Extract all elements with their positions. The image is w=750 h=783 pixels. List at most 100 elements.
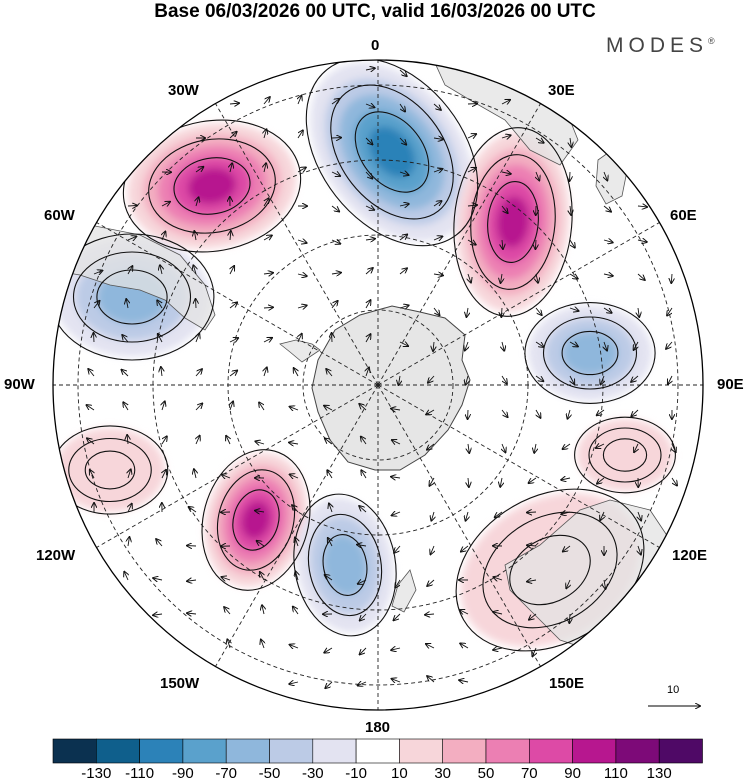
colorbar-tick-label: -10 — [345, 765, 367, 782]
streamlines — [53, 60, 676, 652]
wind-vector — [153, 614, 163, 615]
brand-text: MODES — [606, 34, 709, 57]
new-zealand-land — [391, 569, 417, 613]
wind-vector — [162, 401, 165, 411]
wind-vector — [460, 610, 469, 614]
positive-anomaly-105e — [577, 419, 673, 491]
meridian-line — [212, 384, 379, 672]
colorbar-tick-label: 30 — [434, 765, 452, 782]
wind-vector — [365, 268, 373, 275]
latitude-circle — [302, 309, 454, 461]
meridian-line — [91, 384, 379, 551]
wind-vector — [468, 443, 469, 453]
streamline — [602, 438, 648, 472]
lon-label-60e: 60E — [670, 207, 697, 224]
wind-vector — [93, 301, 99, 309]
wind-vector — [395, 579, 400, 588]
wind-vector — [570, 375, 574, 384]
wind-vector — [502, 239, 503, 249]
wind-vector — [399, 137, 406, 145]
wind-vector — [535, 307, 542, 315]
wind-vector — [631, 409, 639, 416]
wind-vector — [394, 545, 401, 553]
wind-vector — [634, 341, 638, 350]
meridian-line — [377, 98, 544, 386]
wind-vector — [156, 539, 163, 547]
streamline — [470, 154, 556, 290]
wind-vector — [162, 436, 167, 445]
wind-vector — [93, 333, 94, 343]
wind-vector — [433, 341, 434, 351]
wind-vector — [359, 404, 367, 411]
anomaly-field — [54, 62, 673, 648]
wind-vector — [361, 437, 367, 445]
streamline — [201, 449, 311, 591]
wind-vector — [194, 231, 196, 241]
wind-vector — [263, 307, 273, 308]
wind-vector — [637, 206, 647, 207]
wind-vector — [570, 137, 571, 147]
wind-vector — [229, 338, 238, 342]
wind-vector — [569, 342, 578, 346]
wind-vector — [196, 436, 200, 445]
wind-vector — [433, 307, 439, 315]
wind-vector — [297, 305, 307, 308]
wind-vector — [394, 613, 401, 620]
lon-label-150w: 150W — [160, 675, 200, 692]
colorbar-swatch — [442, 738, 487, 764]
wind-vector — [325, 439, 333, 445]
wind-vector — [426, 410, 435, 415]
wind-vector — [357, 545, 367, 546]
wind-vector — [187, 613, 197, 614]
wind-vector — [187, 580, 197, 581]
wind-vector — [366, 368, 369, 377]
wind-vector — [230, 402, 233, 411]
wind-vector — [430, 545, 434, 554]
wind-vector — [122, 335, 129, 343]
wind-vector — [638, 545, 641, 555]
wind-vector — [222, 475, 231, 478]
wind-vector — [399, 204, 409, 206]
streamline — [574, 416, 676, 494]
reference-vector-label: 10 — [667, 684, 680, 696]
wind-vector — [257, 541, 265, 547]
wind-vector — [128, 504, 132, 513]
wind-vector — [263, 97, 270, 105]
colorbar-swatch — [139, 738, 184, 764]
wind-vector — [229, 103, 239, 104]
wind-vector — [161, 202, 170, 206]
colorbar-swatch — [399, 738, 443, 764]
wind-vector — [466, 511, 468, 521]
wind-vector — [264, 367, 267, 377]
colorbar-swatch — [312, 738, 357, 764]
lon-label-90w: 90W — [4, 376, 35, 393]
wind-vector — [194, 469, 196, 479]
negative-anomaly-0 — [310, 62, 474, 242]
wind-vector — [529, 477, 537, 483]
streamline — [173, 157, 251, 215]
wind-vector — [600, 511, 604, 520]
wind-vector — [399, 342, 408, 346]
wind-vector — [255, 441, 265, 444]
wind-vector — [570, 205, 571, 215]
wind-vector — [529, 613, 537, 620]
wind-vector — [261, 640, 264, 649]
wind-vector — [501, 172, 511, 174]
wind-vector — [328, 538, 332, 547]
wind-vector — [501, 409, 508, 417]
lon-label-120w: 120W — [36, 547, 76, 564]
wind-vector — [294, 368, 298, 377]
wind-vector — [128, 537, 129, 547]
wind-vector — [466, 375, 468, 385]
wind-vector — [604, 341, 607, 350]
wind-vector — [222, 577, 231, 580]
wind-vector — [365, 68, 375, 70]
wind-vector — [637, 240, 647, 242]
wind-vector — [535, 341, 544, 347]
wind-vector — [195, 369, 202, 377]
wind-vector — [126, 299, 128, 309]
wind-vector — [124, 572, 128, 581]
lon-label-60w: 60W — [44, 207, 75, 224]
graticule — [53, 60, 703, 710]
wind-vector — [325, 681, 333, 688]
